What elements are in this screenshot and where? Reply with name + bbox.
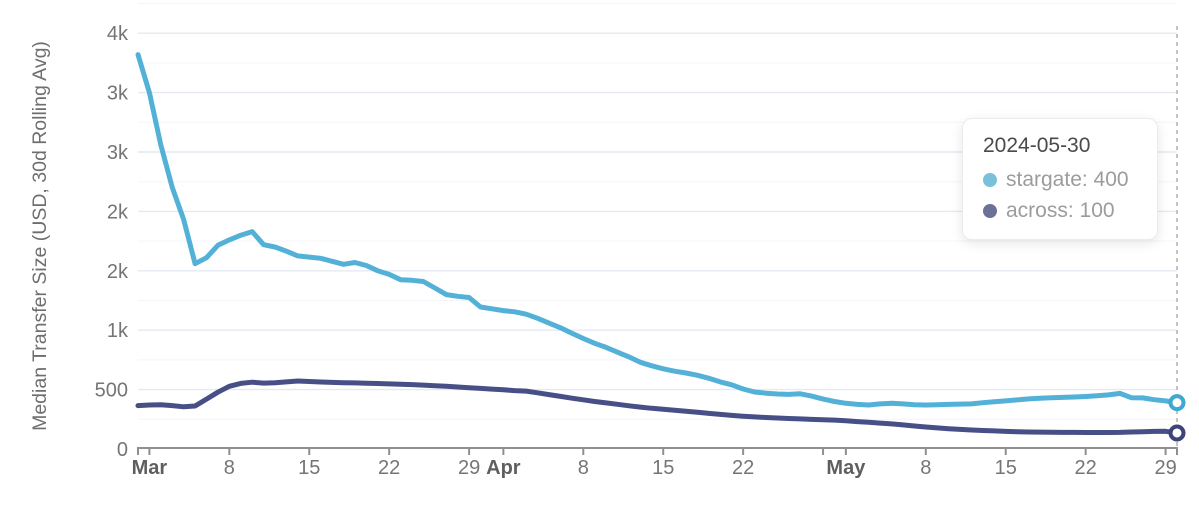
- x-axis-line: [137, 447, 1178, 455]
- x-tick-label: 22: [1075, 457, 1097, 479]
- y-tick-label: 3k: [107, 142, 129, 164]
- tooltip-date: 2024-05-30: [983, 134, 1091, 157]
- series-line-across: [135, 378, 1180, 436]
- x-tick-label: 15: [298, 457, 320, 479]
- x-tick-label: Mar: [132, 457, 168, 479]
- tooltip: 2024-05-30 stargate: 400 across: 100: [962, 118, 1158, 240]
- y-tick-label: 4k: [107, 23, 129, 45]
- y-tick-label: 3k: [107, 83, 129, 105]
- endpoint-marker-across: [1168, 424, 1186, 442]
- x-tick-label: 22: [732, 457, 754, 479]
- x-tick-label: 29: [1154, 457, 1176, 479]
- endpoint-marker-stargate: [1168, 394, 1186, 412]
- tooltip-row-across: across: 100: [983, 199, 1139, 223]
- tooltip-row-stargate: stargate: 400: [983, 168, 1139, 192]
- across-dot-icon: [983, 204, 997, 218]
- y-tick-label: 1k: [107, 320, 129, 342]
- x-tick-label: Apr: [486, 457, 521, 479]
- y-tick-label: 0: [117, 439, 128, 461]
- tooltip-across-value: across: 100: [1006, 199, 1115, 222]
- x-tick-label: 8: [578, 457, 589, 479]
- x-tick-label: 22: [378, 457, 400, 479]
- x-tick-label: 15: [995, 457, 1017, 479]
- y-tick-label: 2k: [107, 261, 129, 283]
- y-tick-label: 500: [95, 380, 128, 402]
- x-tick-label: 8: [920, 457, 931, 479]
- tooltip-stargate-value: stargate: 400: [1006, 168, 1129, 191]
- x-tick-label: May: [826, 457, 866, 479]
- x-tick-label: 8: [224, 457, 235, 479]
- y-tick-label: 2k: [107, 201, 129, 223]
- x-tick-label: 29: [458, 457, 480, 479]
- x-tick-label: 15: [652, 457, 674, 479]
- stargate-dot-icon: [983, 173, 997, 187]
- series-line-stargate: [135, 52, 1180, 408]
- y-axis-title: Median Transfer Size (USD, 30d Rolling A…: [29, 41, 51, 431]
